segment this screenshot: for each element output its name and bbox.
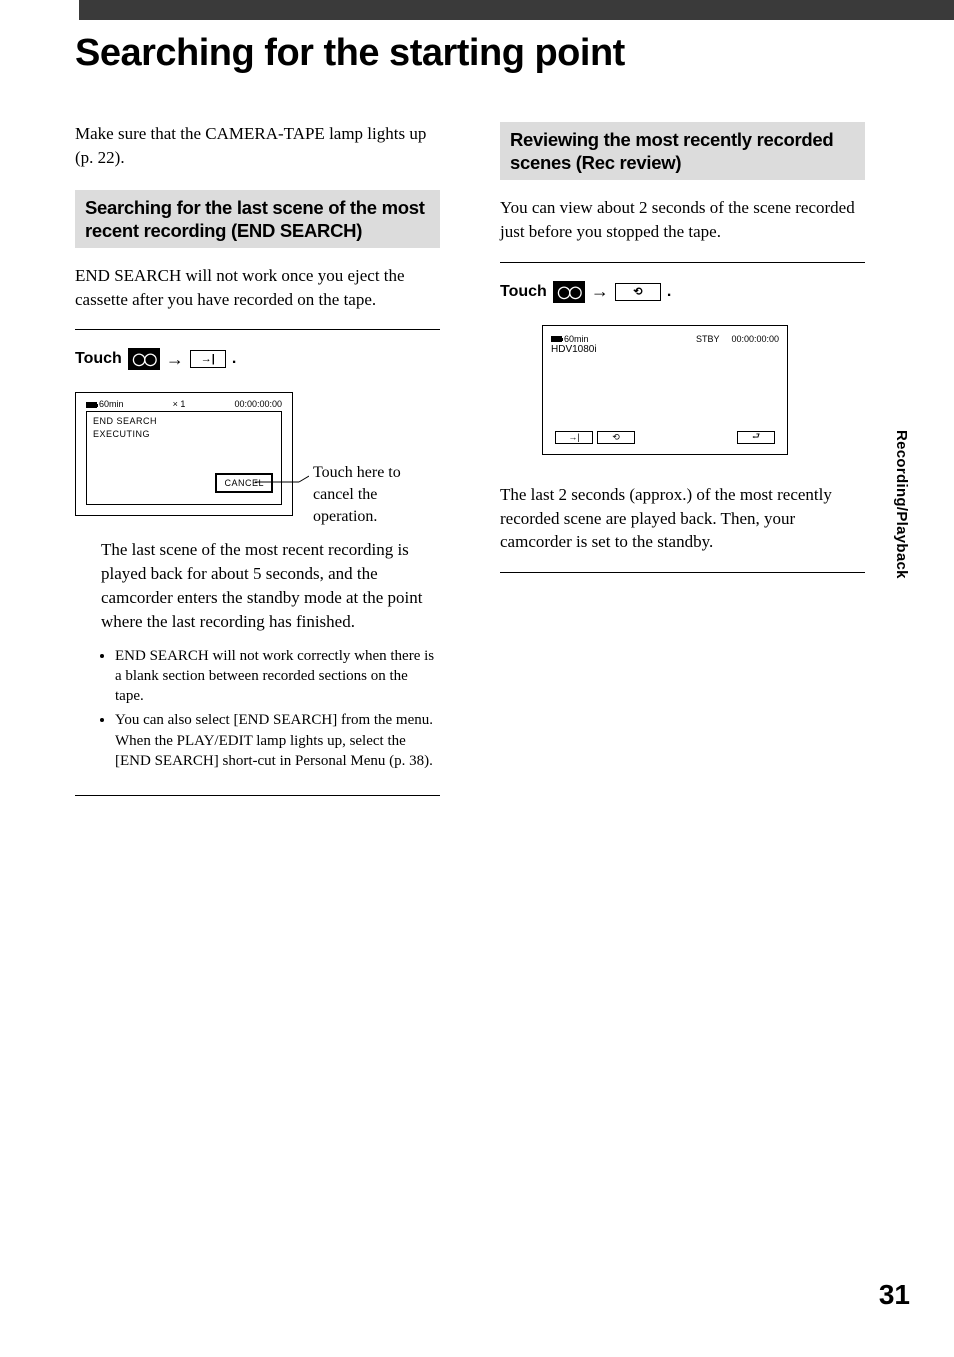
rec-review-icon[interactable]: ⟲ [615, 283, 661, 301]
battery-icon [86, 402, 97, 408]
end-search-heading: Searching for the last scene of the most… [75, 190, 440, 248]
note-item: You can also select [END SEARCH] from th… [115, 710, 440, 771]
screen-left-container: 60min × 1 00:00:00:00 END SEARCH EXECUTI… [75, 392, 440, 516]
timecode: 00:00:00:00 [234, 399, 282, 409]
batt-time: 60min [564, 334, 589, 344]
page-title: Searching for the starting point [75, 32, 625, 75]
page-number: 31 [879, 1279, 910, 1311]
touch-instruction-right: Touch ◯◯ → ⟲ . [500, 281, 865, 303]
screen-right-wrap: 60min HDV1080i STBY 00:00:00:00 →| ⟲ ⮐ [542, 325, 788, 455]
right-column: Reviewing the most recently recorded sce… [500, 122, 865, 814]
separator [500, 572, 865, 573]
speed-indicator: × 1 [173, 399, 186, 409]
tape-icon[interactable]: ◯◯ [128, 348, 160, 370]
end-search-body: END SEARCH will not work once you eject … [75, 264, 440, 312]
lcd-screen-right: 60min HDV1080i STBY 00:00:00:00 →| ⟲ ⮐ [542, 325, 788, 455]
content-area: Make sure that the CAMERA-TAPE lamp ligh… [75, 122, 865, 814]
note-item: END SEARCH will not work correctly when … [115, 646, 440, 707]
touch-label: Touch [500, 283, 547, 301]
left-column: Make sure that the CAMERA-TAPE lamp ligh… [75, 122, 440, 814]
rec-review-result: The last 2 seconds (approx.) of the most… [500, 483, 865, 554]
touch-instruction-left: Touch ◯◯ → →| . [75, 348, 440, 370]
end-search-label: END SEARCH [93, 416, 275, 426]
arrow-icon: → [591, 281, 609, 302]
touch-end: . [667, 283, 671, 301]
stby-label: STBY [696, 334, 720, 344]
timecode: 00:00:00:00 [731, 334, 779, 344]
end-search-icon[interactable]: →| [190, 350, 226, 368]
rec-review-heading: Reviewing the most recently recorded sce… [500, 122, 865, 180]
end-search-small-button[interactable]: →| [555, 431, 593, 444]
touch-end: . [232, 350, 236, 368]
callout-text: Touch here to cancel the operation. [313, 462, 443, 527]
section-tab: Recording/Playback [893, 430, 910, 579]
lcd-screen-left: 60min × 1 00:00:00:00 END SEARCH EXECUTI… [75, 392, 293, 516]
end-search-result: The last scene of the most recent record… [101, 538, 440, 633]
header-bar [79, 0, 954, 20]
rec-review-body: You can view about 2 seconds of the scen… [500, 196, 865, 244]
executing-label: EXECUTING [93, 429, 275, 439]
battery-icon [551, 336, 562, 342]
screen-inner-panel: END SEARCH EXECUTING CANCEL [86, 411, 282, 505]
separator [75, 795, 440, 796]
arrow-icon: → [166, 349, 184, 370]
separator [75, 329, 440, 330]
callout-line [255, 468, 309, 484]
return-button[interactable]: ⮐ [737, 431, 775, 444]
rec-review-small-button[interactable]: ⟲ [597, 431, 635, 444]
notes-list: END SEARCH will not work correctly when … [101, 646, 440, 772]
batt-time: 60min [99, 399, 124, 409]
tape-icon[interactable]: ◯◯ [553, 281, 585, 303]
touch-label: Touch [75, 350, 122, 368]
format-label: HDV1080i [551, 344, 597, 355]
intro-text: Make sure that the CAMERA-TAPE lamp ligh… [75, 122, 440, 170]
separator [500, 262, 865, 263]
